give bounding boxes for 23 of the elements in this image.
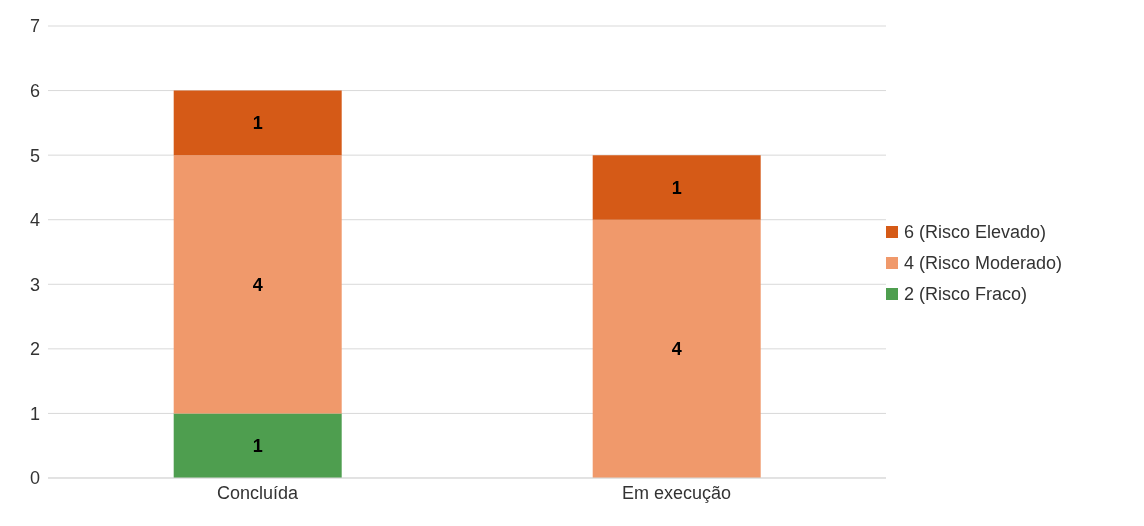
bar — [173, 413, 342, 478]
y-tick-label: 2 — [29, 339, 40, 360]
bar — [173, 90, 342, 156]
data-label: 4 — [671, 339, 682, 360]
legend-label: 4 (Risco Moderado) — [904, 252, 1063, 274]
data-label: 4 — [252, 274, 263, 295]
y-tick-label: 4 — [29, 210, 40, 231]
y-tick-label: 7 — [29, 16, 40, 37]
y-tick-label: 0 — [29, 468, 40, 489]
y-tick-label: 3 — [29, 274, 40, 295]
bar — [173, 155, 342, 414]
data-label: 1 — [252, 113, 263, 134]
bar — [592, 219, 761, 478]
data-label: 1 — [671, 177, 682, 198]
data-label: 1 — [252, 436, 263, 457]
y-tick-label: 5 — [29, 145, 40, 166]
y-tick-label: 1 — [29, 403, 40, 424]
x-tick-label: Em execução — [621, 482, 732, 503]
y-tick-label: 6 — [29, 80, 40, 101]
legend-label: 6 (Risco Elevado) — [904, 221, 1047, 243]
legend-label: 2 (Risco Fraco) — [904, 283, 1028, 305]
x-tick-label: Concluída — [216, 482, 300, 503]
bar — [592, 155, 761, 220]
